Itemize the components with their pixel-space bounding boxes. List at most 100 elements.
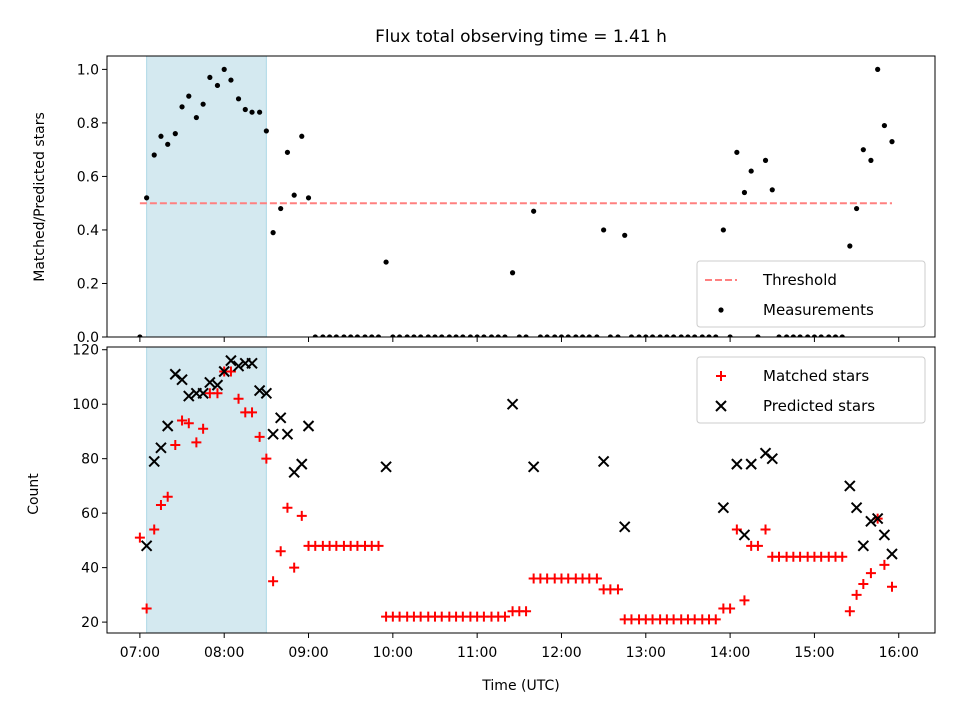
predicted-star-point xyxy=(218,365,230,378)
measurement-point xyxy=(769,187,775,193)
matched-star-point xyxy=(844,606,855,617)
bottom-y-tick-label: 120 xyxy=(72,343,99,359)
predicted-star-point xyxy=(267,428,279,440)
measurement-point xyxy=(235,96,242,102)
predicted-star-point xyxy=(176,373,188,386)
predicted-star-point xyxy=(246,357,258,370)
measurement-point xyxy=(875,66,881,72)
measurement-point xyxy=(390,334,396,337)
matched-star-point xyxy=(177,415,188,426)
predicted-star-point xyxy=(745,458,757,470)
predicted-star-point xyxy=(886,548,898,560)
measurement-point xyxy=(333,334,339,337)
measurement-point xyxy=(425,334,431,337)
measurement-point xyxy=(622,232,628,238)
measurement-point xyxy=(797,334,803,337)
measurement-point xyxy=(664,334,670,337)
measurement-point xyxy=(151,152,157,158)
legend-label: Predicted stars xyxy=(763,397,875,415)
measurement-point xyxy=(713,334,719,337)
measurement-point xyxy=(362,334,368,337)
top-y-tick-label: 0.8 xyxy=(77,116,99,132)
measurement-point xyxy=(776,334,782,337)
predicted-star-point xyxy=(850,501,863,514)
measurement-point xyxy=(263,128,269,134)
matched-star-point xyxy=(851,589,862,600)
measurement-point xyxy=(396,334,403,337)
measurement-point xyxy=(257,109,263,115)
predicted-star-point xyxy=(738,529,751,541)
predicted-star-point xyxy=(717,501,730,514)
predicted-star-point xyxy=(183,390,195,402)
measurement-point xyxy=(284,149,291,155)
predicted-star-point xyxy=(527,461,540,473)
measurement-point xyxy=(784,334,790,337)
measurement-point xyxy=(685,334,691,337)
bottom-legend: Matched stars Predicted stars xyxy=(696,356,926,424)
matched-star-point xyxy=(275,546,286,557)
matched-star-point xyxy=(879,559,890,570)
measurement-point xyxy=(348,334,354,337)
predicted-star-point xyxy=(878,529,891,541)
matched-star-point xyxy=(725,603,736,614)
measurement-point xyxy=(755,334,761,337)
measurement-point xyxy=(481,334,487,337)
predicted-star-point xyxy=(296,458,308,470)
legend-label: Measurements xyxy=(763,301,874,319)
measurement-point xyxy=(853,205,860,212)
measurement-point xyxy=(467,334,474,337)
measurement-point xyxy=(453,334,459,337)
top-y-tick-label: 0.2 xyxy=(77,276,99,292)
predicted-star-point xyxy=(148,455,160,468)
measurement-point xyxy=(291,192,297,198)
bottom-shaded-window xyxy=(146,346,267,634)
top-y-tick-label: 0.6 xyxy=(77,169,99,185)
measurement-point xyxy=(418,334,424,337)
predicted-star-point xyxy=(260,387,273,400)
measurement-point xyxy=(186,93,192,99)
matched-star-point xyxy=(170,440,181,451)
top-data-layer xyxy=(137,66,895,337)
measurement-point xyxy=(207,74,213,81)
measurement-point xyxy=(881,122,888,129)
measurement-point xyxy=(839,334,845,337)
matched-star-point xyxy=(233,393,244,404)
top-shaded-window xyxy=(146,55,267,338)
measurement-point xyxy=(509,270,516,276)
predicted-star-point xyxy=(204,376,216,389)
predicted-star-point xyxy=(597,455,610,468)
measurement-point xyxy=(734,149,740,155)
measurement-point xyxy=(278,205,284,212)
measurement-point xyxy=(411,334,417,337)
matched-star-point xyxy=(289,562,300,573)
x-tick-label: 13:00 xyxy=(626,645,666,661)
matched-star-point xyxy=(247,407,258,418)
measurement-point xyxy=(228,77,234,83)
matched-star-point xyxy=(268,576,279,587)
measurement-point xyxy=(221,66,227,72)
predicted-star-point xyxy=(211,379,224,391)
measurement-point xyxy=(565,334,571,337)
measurement-point xyxy=(741,189,748,196)
bottom-data-layer xyxy=(134,354,898,625)
bottom-y-axis-label: Count xyxy=(26,473,42,515)
measurement-point xyxy=(439,334,445,337)
legend-matched-swatch xyxy=(716,371,726,381)
matched-star-point xyxy=(134,532,145,543)
legend-measurement-swatch xyxy=(718,307,724,313)
measurement-point xyxy=(762,157,769,163)
matched-star-point xyxy=(837,551,848,562)
measurement-point xyxy=(341,334,347,337)
measurement-point xyxy=(432,334,438,337)
matched-star-point xyxy=(254,431,265,442)
measurement-point xyxy=(460,334,466,337)
predicted-star-point xyxy=(253,384,266,397)
measurement-point xyxy=(531,208,537,214)
measurement-point xyxy=(573,334,579,337)
matched-star-point xyxy=(162,491,173,502)
matched-star-point xyxy=(212,388,223,399)
matched-star-point xyxy=(183,418,194,429)
x-tick-label: 08:00 xyxy=(204,645,244,661)
predicted-star-point xyxy=(766,452,778,465)
